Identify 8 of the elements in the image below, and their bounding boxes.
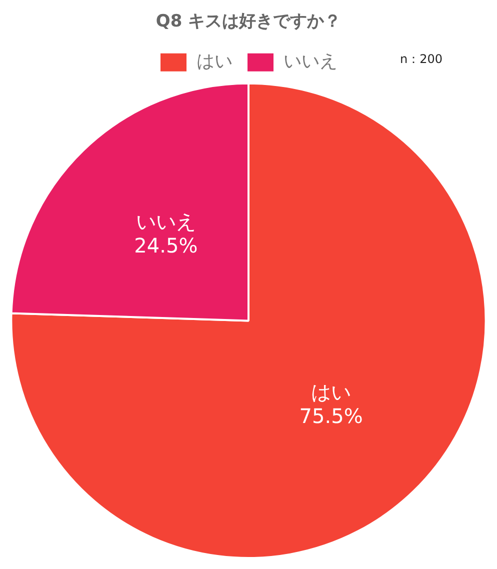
data-label: 24.5%: [134, 234, 198, 258]
chart-title: Q8 キスは好きですか？: [156, 12, 342, 32]
text: n：200: [400, 52, 443, 66]
data-label: 75.5%: [299, 404, 363, 428]
legend-label: はい: [196, 51, 232, 72]
legend-label: いいえ: [284, 51, 338, 72]
slice-label: いいえ: [136, 210, 196, 234]
slice-label: はい: [311, 380, 352, 404]
